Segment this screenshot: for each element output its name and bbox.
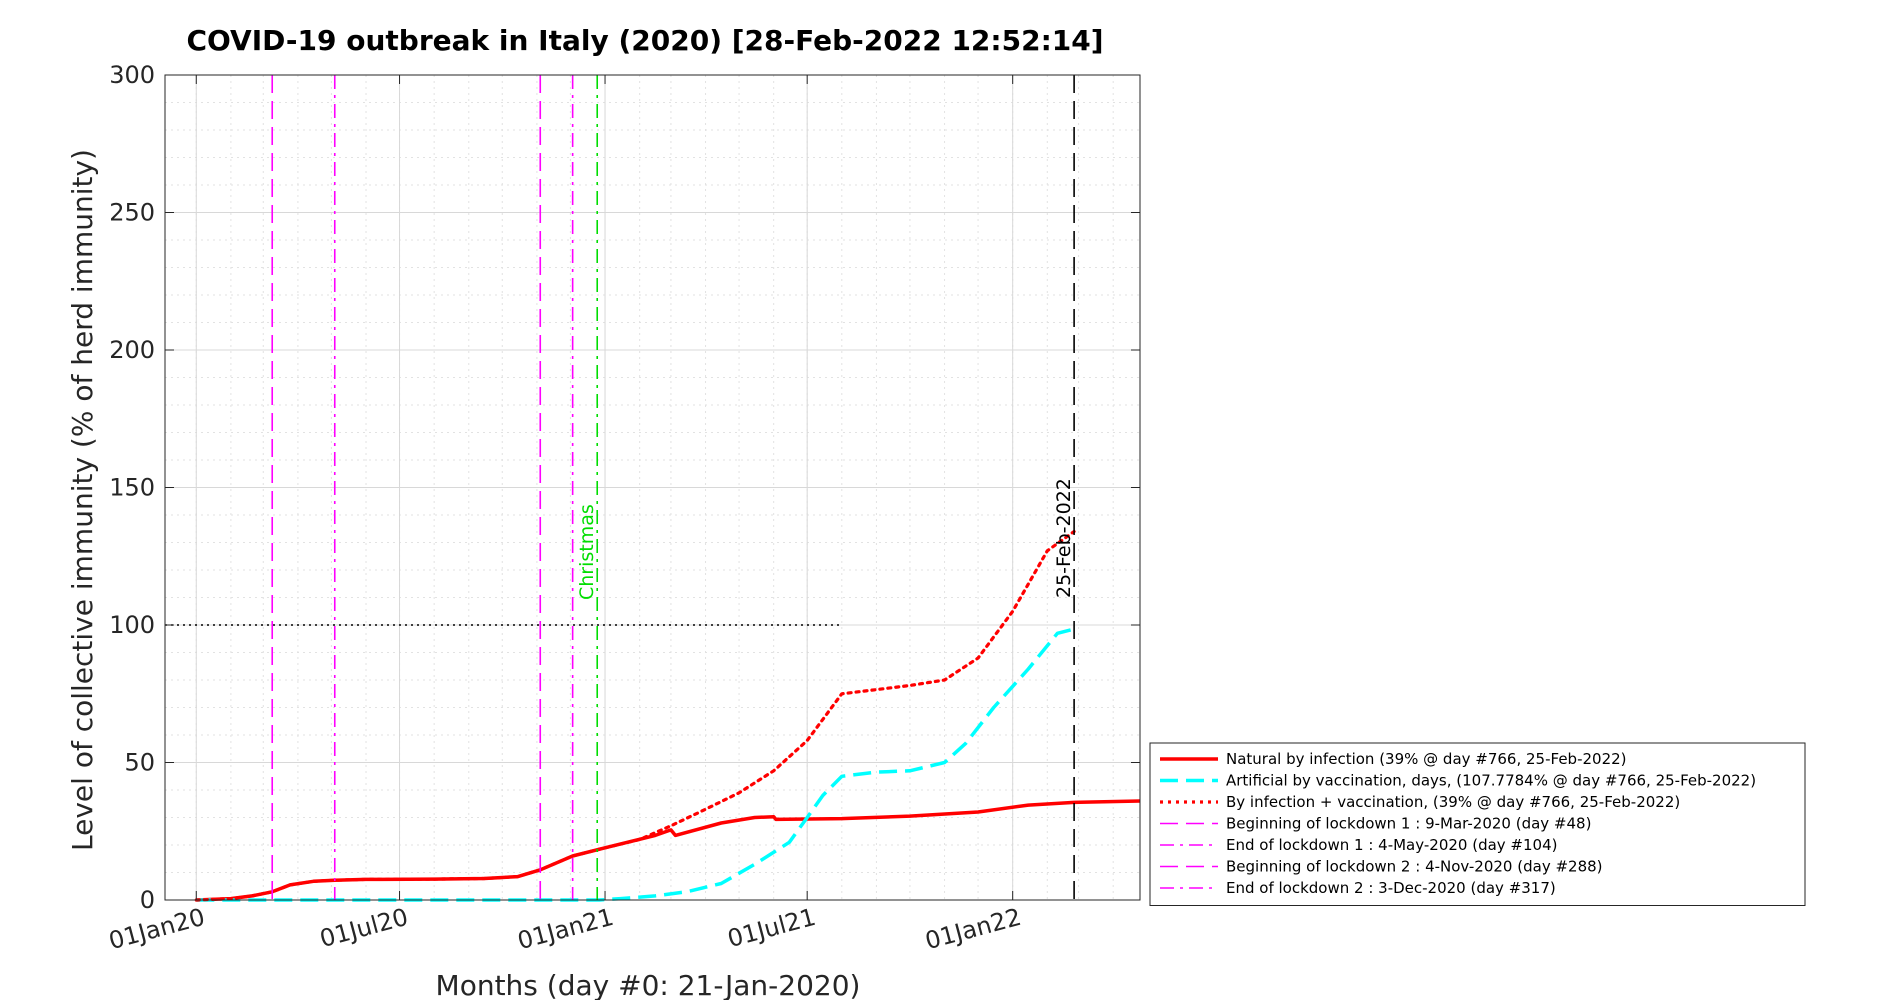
reference-line-label: 25-Feb-2022 — [1053, 478, 1075, 598]
legend-label: Natural by infection (39% @ day #766, 25… — [1226, 750, 1627, 768]
y-tick-labels: 0 50 100 150 200 250 300 — [109, 61, 155, 914]
legend-box — [1149, 742, 1806, 906]
y-tick-label: 100 — [109, 611, 155, 639]
legend: Natural by infection (39% @ day #766, 25… — [1149, 742, 1806, 906]
y-tick-label: 50 — [124, 749, 155, 777]
legend-label: Artificial by vaccination, days, (107.77… — [1226, 772, 1756, 790]
axis-ticks — [165, 74, 1140, 901]
y-axis-label: Level of collective immunity (% of herd … — [66, 149, 99, 851]
reference-lines-layer: Christmas 25-Feb-2022 — [271, 75, 1075, 900]
series-infection-plus-vaccination-line — [194, 529, 1076, 902]
legend-label: Beginning of lockdown 2 : 4-Nov-2020 (da… — [1226, 858, 1603, 876]
y-tick-label: 300 — [109, 61, 155, 89]
series-layer — [194, 529, 1141, 902]
legend-label: Beginning of lockdown 1 : 9-Mar-2020 (da… — [1226, 815, 1591, 833]
y-tick-label: 150 — [109, 474, 155, 502]
y-tick-label: 0 — [140, 886, 155, 914]
series-vaccination-line — [196, 627, 1075, 902]
reference-line-label: Christmas — [576, 504, 598, 600]
y-tick-label: 250 — [109, 199, 155, 227]
legend-label: By infection + vaccination, (39% @ day #… — [1226, 793, 1680, 811]
x-axis-label: Months (day #0: 21-Jan-2020) — [436, 969, 861, 1000]
legend-label: End of lockdown 1 : 4-May-2020 (day #104… — [1226, 836, 1557, 854]
legend-label: End of lockdown 2 : 3-Dec-2020 (day #317… — [1226, 879, 1556, 897]
major-grid — [165, 74, 1140, 901]
y-tick-label: 200 — [109, 336, 155, 364]
chart-title: COVID-19 outbreak in Italy (2020) [28-Fe… — [186, 24, 1103, 57]
minor-grid — [165, 75, 1140, 900]
